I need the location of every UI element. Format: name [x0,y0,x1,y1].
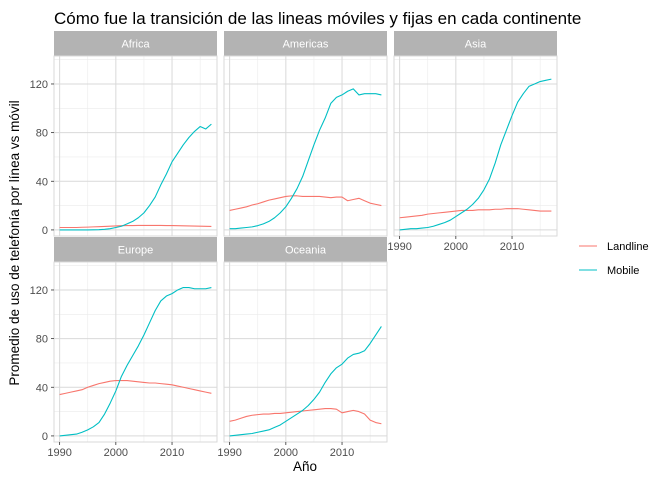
panel-asia: Asia 1990 2000 2010 [387,31,558,253]
x-tick-label: 2010 [330,447,354,459]
x-axis-title: Año [293,459,317,474]
legend: Landline Mobile [579,241,649,277]
panel-strip-africa [54,31,217,56]
y-tick-label: 40 [36,382,48,394]
panel-strip-label: Americas [283,39,329,51]
y-tick-label: 80 [36,128,48,140]
panel-plot-area [54,262,217,442]
panel-strip-europe [54,237,217,262]
panel-americas: Americas [223,31,388,237]
panel-strip-label: Europe [118,245,153,257]
y-tick-label: 120 [30,79,48,91]
legend-label-landline: Landline [607,241,649,253]
panel-plot-area [54,56,217,236]
y-tick-label: 120 [30,285,48,297]
panel-plot-area [394,56,557,236]
panel-plot-area [224,56,387,236]
panel-border [223,261,388,443]
x-tick-label: 1990 [47,447,71,459]
panel-strip-asia [394,31,557,56]
x-tick-label: 1990 [217,447,241,459]
panel-europe: Europe 0 40 80 120 1990 2000 2010 [30,237,218,459]
x-tick-label: 2000 [444,241,468,253]
y-tick-label: 0 [42,225,48,237]
series-line-mobile-africa [59,123,212,231]
y-tick-label: 80 [36,334,48,346]
chart-title: Cómo fue la transición de las lineas móv… [54,9,581,28]
panel-strip-label: Africa [121,39,150,51]
panel-strip-label: Asia [465,39,487,51]
panel-border [223,55,388,237]
panel-strip-oceania [224,237,387,262]
series-line-landline-oceania [229,407,382,425]
x-tick-label: 2010 [500,241,524,253]
series-line-mobile-americas [229,88,382,230]
y-tick-label: 0 [42,431,48,443]
y-tick-label: 40 [36,176,48,188]
x-tick-label: 1990 [387,241,411,253]
y-axis-title: Promedio de uso de telefonía por línea v… [7,100,22,385]
panel-africa: Africa 0 40 80 120 [30,31,218,237]
series-line-landline-africa [59,224,212,229]
series-line-mobile-asia [399,78,552,231]
series-line-landline-europe [59,380,212,396]
panel-border [53,261,218,443]
x-tick-label: 2010 [160,447,184,459]
panel-oceania: Oceania 1990 2000 2010 [217,237,388,459]
x-tick-label: 2000 [104,447,128,459]
legend-label-mobile: Mobile [607,265,639,277]
panel-border [53,55,218,237]
x-tick-label: 2000 [274,447,298,459]
series-line-landline-americas [229,195,382,211]
panel-border [393,55,558,237]
series-line-mobile-oceania [229,326,382,437]
panel-strip-label: Oceania [285,245,327,257]
series-line-landline-asia [399,208,552,219]
series-line-mobile-europe [59,286,212,437]
panel-strip-americas [224,31,387,56]
